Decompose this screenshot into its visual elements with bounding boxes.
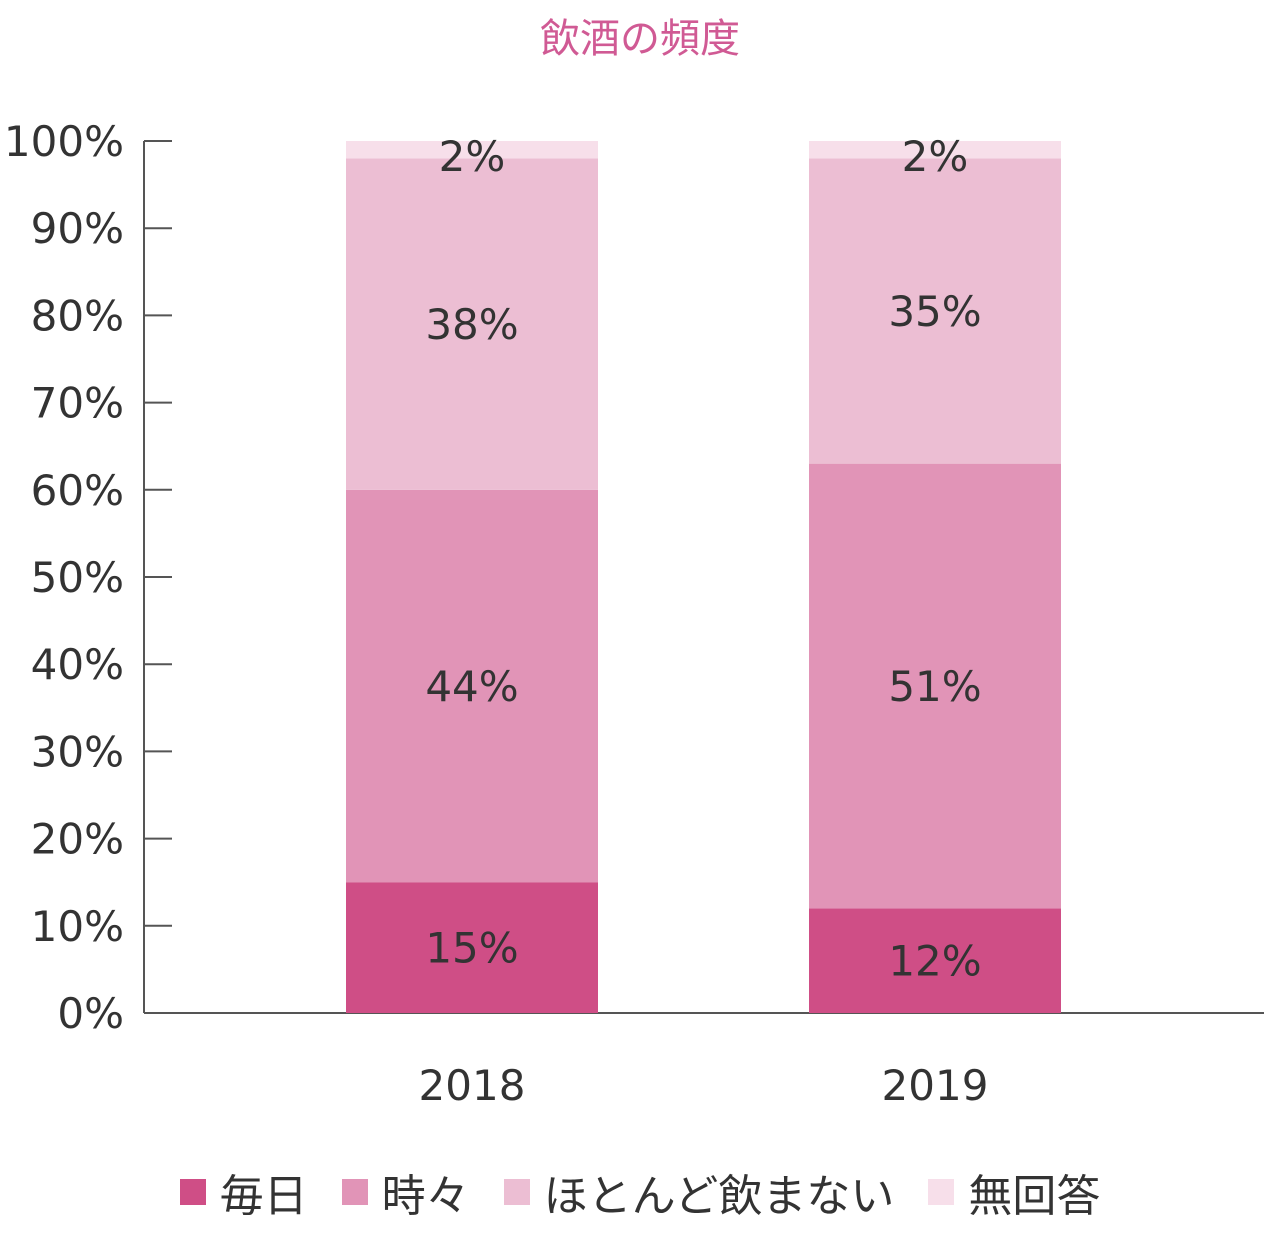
y-tick-label: 100%	[4, 117, 124, 166]
data-label: 2%	[439, 132, 506, 181]
legend-label: ほとんど飲まない	[543, 1171, 895, 1222]
data-label: 15%	[425, 924, 518, 973]
y-tick-label: 90%	[31, 204, 124, 253]
y-tick-label: 80%	[31, 291, 124, 340]
bar-segment	[346, 141, 598, 159]
data-labels: 15% 44% 38% 2% 12% 51% 35% 2%	[425, 132, 981, 986]
bars	[346, 141, 1061, 1013]
bar-segment	[346, 489, 598, 883]
legend-swatch	[503, 1179, 530, 1205]
legend-swatch	[928, 1179, 955, 1205]
bar-segment	[346, 882, 598, 1013]
legend-label: 無回答	[968, 1171, 1101, 1222]
legend-label: 毎日	[219, 1171, 308, 1222]
data-label: 51%	[888, 662, 981, 711]
x-tick-label: 2019	[882, 1061, 989, 1110]
y-tick-label: 0%	[57, 989, 124, 1038]
legend-swatch	[179, 1179, 206, 1205]
y-tick-label: 50%	[31, 553, 124, 602]
data-label: 12%	[888, 937, 981, 986]
data-label: 35%	[888, 287, 981, 336]
legend-item-sometimes: 時々	[341, 1160, 470, 1224]
bar-segment	[809, 908, 1061, 1013]
legend: 毎日 時々 ほとんど飲まない 無回答	[0, 1160, 1280, 1224]
bar-segment	[809, 141, 1061, 159]
axes: 0% 10% 20% 30% 40% 50% 60% 70% 80% 90% 100% 2018 201…	[4, 117, 1264, 1110]
bar-segment	[809, 158, 1061, 464]
legend-item-rarely: ほとんど飲まない	[503, 1160, 895, 1224]
legend-item-daily: 毎日	[179, 1160, 308, 1224]
legend-swatch	[341, 1179, 368, 1205]
chart-title: 飲酒の頻度	[540, 16, 740, 62]
y-tick-label: 60%	[31, 466, 124, 515]
y-tick-label: 70%	[31, 379, 124, 428]
bar-segment	[809, 463, 1061, 909]
y-tick-label: 20%	[31, 815, 124, 864]
bar-segment	[346, 158, 598, 490]
y-tick-label: 10%	[31, 902, 124, 951]
data-label: 44%	[425, 662, 518, 711]
data-label: 38%	[425, 300, 518, 349]
data-label: 2%	[902, 132, 969, 181]
y-tick-label: 30%	[31, 727, 124, 776]
legend-label: 時々	[381, 1171, 470, 1222]
legend-item-no-answer: 無回答	[928, 1160, 1100, 1224]
y-tick-label: 40%	[31, 640, 124, 689]
x-tick-label: 2018	[419, 1061, 526, 1110]
